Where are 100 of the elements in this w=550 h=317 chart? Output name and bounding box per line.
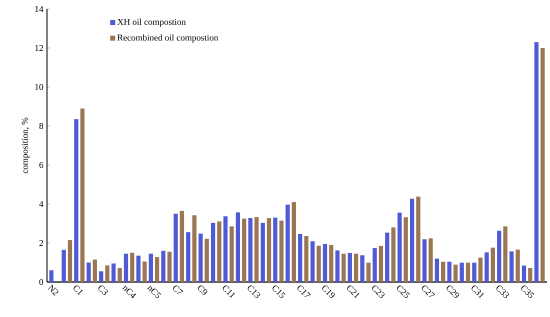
bar — [154, 257, 160, 282]
bar — [410, 198, 414, 282]
bar — [342, 254, 346, 282]
x-tick-label: C1 — [74, 286, 83, 296]
bar — [372, 248, 377, 282]
bar — [124, 254, 128, 282]
x-tick-label: C33 — [496, 286, 509, 298]
bar — [304, 236, 308, 282]
bar — [322, 244, 328, 282]
x-tick-label: C25 — [397, 286, 410, 298]
bar — [298, 234, 302, 282]
bar — [534, 42, 539, 282]
bar — [80, 108, 85, 282]
y-tick-label: 14 — [35, 6, 44, 12]
bar — [522, 266, 526, 282]
bar — [310, 241, 315, 282]
bar — [385, 232, 390, 282]
bar — [242, 218, 246, 282]
bar — [428, 238, 433, 282]
bar — [441, 262, 446, 282]
x-tick-label: C35 — [521, 286, 534, 298]
bar — [254, 217, 259, 282]
x-tick-label: C9 — [198, 286, 208, 295]
bar — [447, 262, 452, 282]
bar — [210, 222, 216, 282]
bar — [111, 263, 116, 282]
x-tick-label: C19 — [322, 286, 335, 298]
bar — [105, 265, 110, 282]
bar — [516, 250, 520, 282]
bar — [192, 215, 196, 282]
bar — [503, 226, 508, 282]
bar — [478, 258, 483, 282]
bar — [453, 264, 458, 282]
y-tick-label: 2 — [39, 240, 43, 246]
bar — [348, 252, 352, 282]
x-tick-label: C3 — [98, 286, 108, 295]
bar — [68, 240, 72, 282]
bar — [528, 268, 532, 282]
bar — [354, 254, 358, 282]
y-tick-label: 8 — [39, 122, 44, 130]
bar — [86, 262, 91, 282]
bar — [497, 230, 502, 282]
bar — [434, 258, 440, 282]
bar — [142, 262, 147, 282]
x-tick-label: C31 — [472, 286, 484, 299]
bar — [204, 238, 209, 282]
x-tick-label: C23 — [372, 286, 385, 298]
bar — [316, 246, 321, 282]
bar — [472, 262, 476, 282]
bar — [266, 218, 272, 282]
bar — [378, 246, 384, 282]
x-tick-label: C15 — [272, 286, 286, 298]
bar — [223, 216, 228, 282]
bar — [92, 260, 97, 282]
x-tick-label: C11 — [222, 286, 235, 298]
bar — [509, 251, 514, 282]
y-tick-label: 0 — [39, 278, 44, 286]
y-axis-title: composition, % — [22, 118, 30, 174]
bar — [466, 262, 470, 282]
bar — [74, 119, 78, 282]
bar — [484, 252, 489, 282]
bar — [161, 250, 166, 282]
bar — [422, 239, 427, 282]
bar — [391, 227, 396, 282]
bar — [49, 270, 54, 282]
x-tick-label: C13 — [248, 286, 260, 298]
bar — [404, 217, 408, 282]
x-tick-label: C29 — [446, 286, 460, 298]
y-tick-label: 10 — [35, 84, 44, 90]
x-tick-label: N2 — [48, 284, 58, 296]
bar — [398, 212, 402, 282]
bar — [148, 254, 153, 282]
bar — [540, 48, 545, 282]
bar — [236, 212, 240, 282]
bar — [273, 218, 278, 282]
bar — [198, 234, 203, 282]
x-tick-label: C17 — [298, 286, 311, 297]
bar — [186, 232, 190, 282]
x-tick-label: nC4 — [122, 286, 136, 298]
bar — [335, 250, 340, 282]
bar — [292, 202, 296, 282]
bar — [360, 255, 364, 282]
bar — [217, 221, 222, 282]
x-tick-label: nC5 — [147, 286, 162, 298]
y-tick-label: 12 — [35, 45, 43, 51]
bar — [279, 220, 284, 282]
bar — [62, 250, 66, 282]
x-tick-label: C21 — [347, 286, 360, 299]
bar — [174, 214, 178, 282]
bar — [136, 256, 141, 282]
bar — [248, 218, 252, 282]
bar — [329, 244, 334, 282]
bar — [366, 262, 371, 282]
bar — [167, 252, 172, 282]
bar — [180, 210, 184, 282]
bar — [460, 262, 464, 282]
x-tick-label: C7 — [173, 286, 184, 294]
x-tick-label: C27 — [422, 286, 436, 297]
bar — [416, 196, 420, 282]
bar — [230, 226, 234, 282]
